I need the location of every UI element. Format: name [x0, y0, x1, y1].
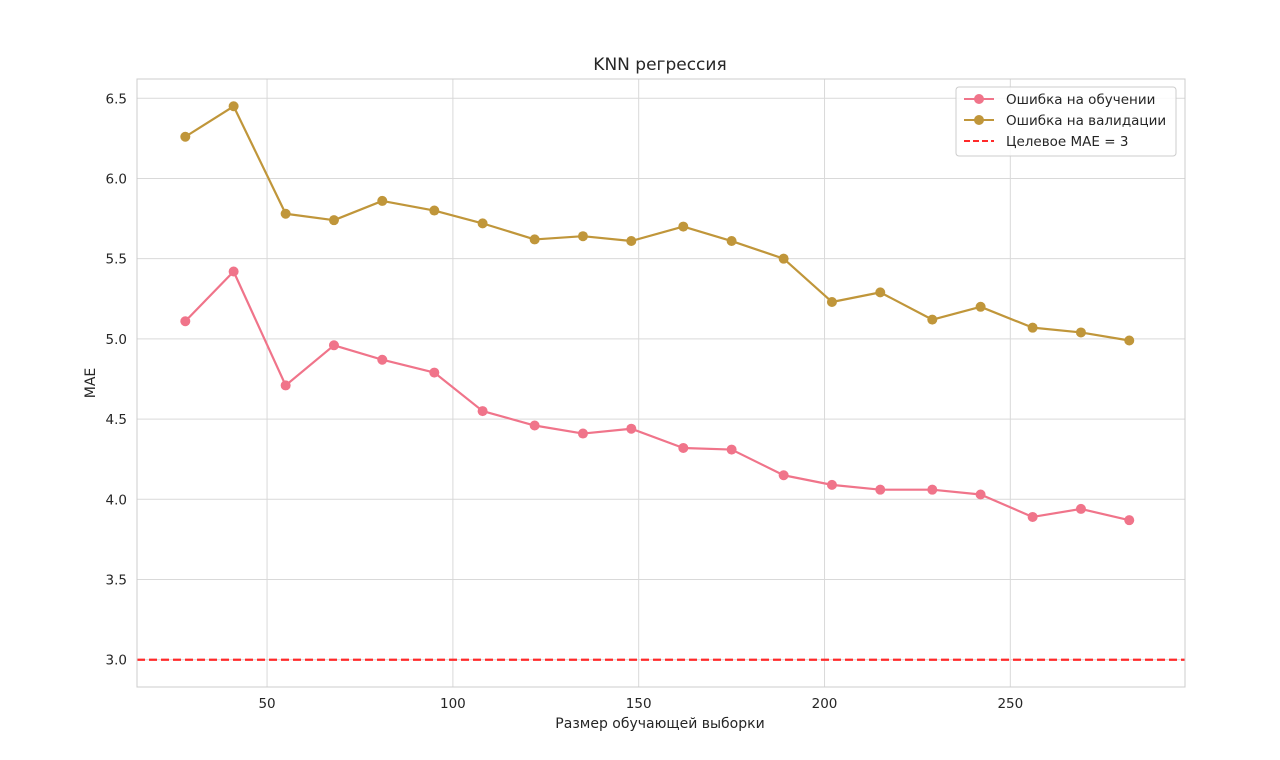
y-tick-label: 3.5 — [106, 573, 127, 589]
y-tick-label: 5.0 — [106, 332, 127, 348]
data-point-train — [626, 423, 637, 434]
legend: Ошибка на обучении Ошибка на валидации Ц… — [955, 86, 1177, 157]
data-point-train — [328, 340, 339, 351]
data-point-train — [875, 484, 886, 495]
data-point-validation — [975, 301, 986, 312]
data-point-train — [280, 380, 291, 391]
data-point-validation — [180, 131, 191, 142]
data-point-validation — [577, 231, 588, 242]
series-line-validation — [184, 105, 1130, 342]
legend-entry-train: Ошибка на обучении — [964, 92, 1155, 108]
data-point-validation — [826, 296, 837, 307]
data-point-validation — [875, 287, 886, 298]
y-tick-label: 4.0 — [106, 492, 127, 508]
y-tick-label: 6.5 — [106, 91, 127, 107]
legend-entry-validation: Ошибка на валидации — [964, 113, 1166, 129]
y-tick-label: 6.0 — [106, 171, 127, 187]
series-train — [180, 266, 1135, 526]
legend-marker-validation — [974, 115, 984, 125]
data-point-train — [1075, 503, 1086, 514]
y-tick-label: 3.0 — [106, 653, 127, 669]
data-point-validation — [1124, 335, 1135, 346]
data-point-validation — [429, 205, 440, 216]
data-point-train — [1124, 515, 1135, 526]
data-point-validation — [778, 253, 789, 264]
data-point-validation — [678, 221, 689, 232]
data-series — [180, 101, 1135, 526]
x-axis-label: Размер обучающей выборки — [555, 716, 764, 732]
data-point-train — [778, 470, 789, 481]
data-point-validation — [927, 314, 938, 325]
data-point-train — [1027, 511, 1038, 522]
data-point-train — [577, 428, 588, 439]
y-tick-label: 5.5 — [106, 252, 127, 268]
legend-entry-target: Целевое MAE = 3 — [964, 134, 1128, 150]
x-tick-label: 50 — [258, 696, 275, 712]
data-point-validation — [328, 215, 339, 226]
data-point-validation — [280, 208, 291, 219]
y-tick-label: 4.5 — [106, 412, 127, 428]
x-tick-label: 250 — [997, 696, 1023, 712]
data-point-train — [429, 367, 440, 378]
legend-box — [955, 86, 1177, 157]
data-point-validation — [1027, 322, 1038, 333]
data-point-validation — [726, 236, 737, 247]
legend-label-train: Ошибка на обучении — [1006, 92, 1155, 108]
data-point-train — [678, 442, 689, 453]
data-point-train — [228, 266, 239, 277]
chart-title: KNN регрессия — [593, 55, 726, 75]
data-point-train — [975, 489, 986, 500]
series-line-train — [184, 270, 1130, 522]
data-point-validation — [228, 101, 239, 112]
x-tick-label: 100 — [440, 696, 466, 712]
data-point-validation — [377, 195, 388, 206]
series-validation — [180, 101, 1135, 346]
legend-marker-train — [974, 94, 984, 104]
legend-label-target: Целевое MAE = 3 — [1006, 134, 1128, 150]
y-axis-label: MAE — [83, 368, 99, 399]
legend-label-validation: Ошибка на валидации — [1006, 113, 1166, 129]
grid-lines — [137, 79, 1185, 687]
data-point-train — [377, 354, 388, 365]
data-point-validation — [626, 236, 637, 247]
tick-labels: 3.0 3.5 4.0 4.5 5.0 5.5 6.0 6.5 50 100 150 200 250 — [106, 91, 1024, 712]
plot-background — [137, 79, 1185, 687]
data-point-train — [477, 406, 488, 417]
data-point-validation — [1075, 327, 1086, 338]
data-point-train — [529, 420, 540, 431]
data-point-validation — [529, 234, 540, 245]
data-point-validation — [477, 218, 488, 229]
plot-frame — [136, 78, 1186, 688]
x-tick-label: 200 — [812, 696, 838, 712]
x-tick-label: 150 — [626, 696, 652, 712]
data-point-train — [927, 484, 938, 495]
data-point-train — [826, 479, 837, 490]
data-point-train — [726, 444, 737, 455]
data-point-train — [180, 316, 191, 327]
